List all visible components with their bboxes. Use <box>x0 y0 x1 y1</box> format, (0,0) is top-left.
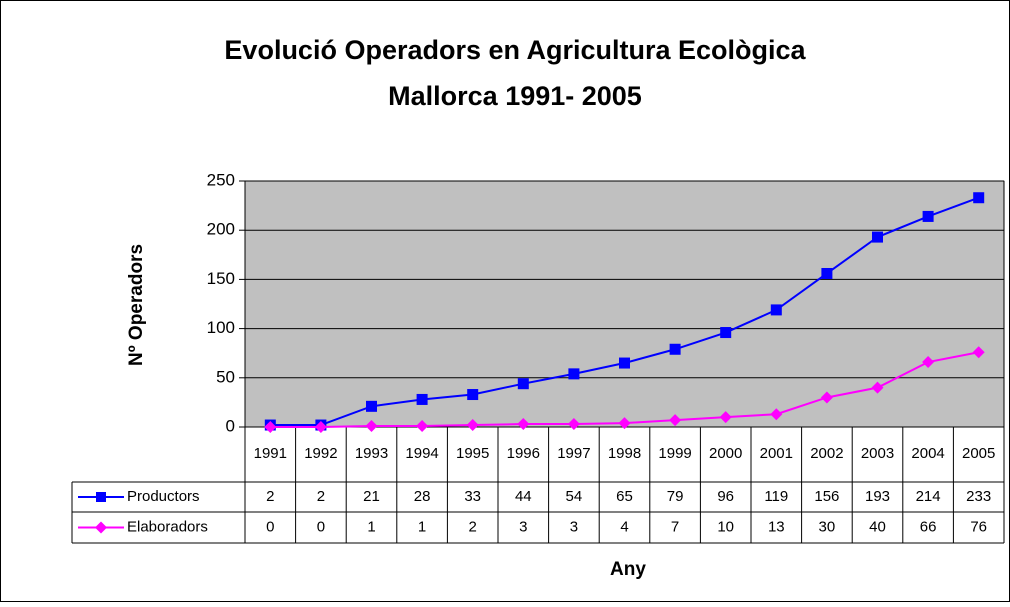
x-tick-label: 2003 <box>861 445 894 462</box>
point <box>922 210 934 222</box>
point <box>922 356 935 369</box>
table-value: 0 <box>266 518 274 535</box>
table-value: 66 <box>920 518 937 535</box>
x-axis-label: Any <box>610 559 646 580</box>
table-value: 193 <box>865 488 890 505</box>
y-tick-label: 200 <box>207 220 235 239</box>
table-value: 96 <box>717 488 734 505</box>
x-tick-label: 2005 <box>962 445 995 462</box>
table-value: 1 <box>418 518 426 535</box>
table-value: 2 <box>266 488 274 505</box>
table-value: 65 <box>616 488 633 505</box>
x-tick-label: 2002 <box>810 445 843 462</box>
point <box>872 231 883 243</box>
x-tick-label: 1992 <box>304 445 337 462</box>
point <box>314 421 327 433</box>
y-tick-label: 0 <box>226 416 235 435</box>
table-value: 33 <box>464 488 481 505</box>
x-tick-label: 1996 <box>507 445 540 462</box>
legend-label: Elaboradors <box>127 518 208 535</box>
chart-title: Evolució Operadors en Agricultura Ecològ… <box>224 35 806 65</box>
table-value: 2 <box>317 488 325 505</box>
point <box>467 389 479 401</box>
point <box>416 393 428 405</box>
point <box>973 192 985 204</box>
point <box>669 414 682 427</box>
table-value: 76 <box>970 518 987 535</box>
point <box>770 408 783 421</box>
table-value: 1 <box>367 518 375 535</box>
table-value: 44 <box>515 488 532 505</box>
table-value: 54 <box>566 488 583 505</box>
x-tick-label: 1997 <box>557 445 590 462</box>
table-value: 214 <box>916 488 941 505</box>
x-tick-label: 2001 <box>760 445 793 462</box>
point <box>871 381 884 394</box>
point <box>821 267 833 279</box>
y-tick-label: 100 <box>207 318 235 337</box>
x-tick-label: 2000 <box>709 445 742 462</box>
y-tick-label: 50 <box>216 367 235 386</box>
x-tick-label: 1993 <box>355 445 388 462</box>
point <box>264 421 277 433</box>
x-tick-label: 2004 <box>911 445 944 462</box>
legend-label: Productors <box>127 488 200 505</box>
table-value: 3 <box>570 518 578 535</box>
point <box>618 417 631 430</box>
table-value: 28 <box>414 488 431 505</box>
point <box>720 327 732 339</box>
table-value: 13 <box>768 518 785 535</box>
table-value: 2 <box>469 518 477 535</box>
point <box>972 346 985 359</box>
table-value: 156 <box>814 488 839 505</box>
point <box>366 400 377 412</box>
table-value: 10 <box>717 518 734 535</box>
point <box>567 418 580 431</box>
point <box>466 419 479 432</box>
x-tick-label: 1991 <box>254 445 287 462</box>
point <box>517 418 530 431</box>
point <box>568 368 580 380</box>
point <box>669 343 681 355</box>
table-value: 79 <box>667 488 684 505</box>
table-value: 30 <box>819 518 836 535</box>
point <box>820 391 833 404</box>
x-tick-label: 1995 <box>456 445 489 462</box>
chart-title: Mallorca 1991- 2005 <box>388 81 642 111</box>
x-tick-label: 1999 <box>658 445 691 462</box>
legend-marker <box>96 492 106 502</box>
table-value: 119 <box>764 488 788 505</box>
point <box>619 357 630 369</box>
point <box>365 420 378 433</box>
table-value: 0 <box>317 518 325 535</box>
y-tick-label: 250 <box>207 170 235 189</box>
table-value: 7 <box>671 518 679 535</box>
x-tick-label: 1994 <box>405 445 438 462</box>
table-value: 3 <box>519 518 527 535</box>
x-tick-label: 1998 <box>608 445 641 462</box>
table-value: 4 <box>620 518 628 535</box>
plot-area <box>244 180 1005 428</box>
point <box>719 411 732 424</box>
table-value: 21 <box>363 488 380 505</box>
table-value: 40 <box>869 518 886 535</box>
point <box>517 378 529 390</box>
y-axis-label: Nº Operadors <box>126 244 147 366</box>
point <box>770 304 782 316</box>
point <box>416 420 429 433</box>
table-value: 233 <box>966 488 991 505</box>
y-tick-label: 150 <box>207 269 235 288</box>
legend-marker <box>95 521 107 534</box>
